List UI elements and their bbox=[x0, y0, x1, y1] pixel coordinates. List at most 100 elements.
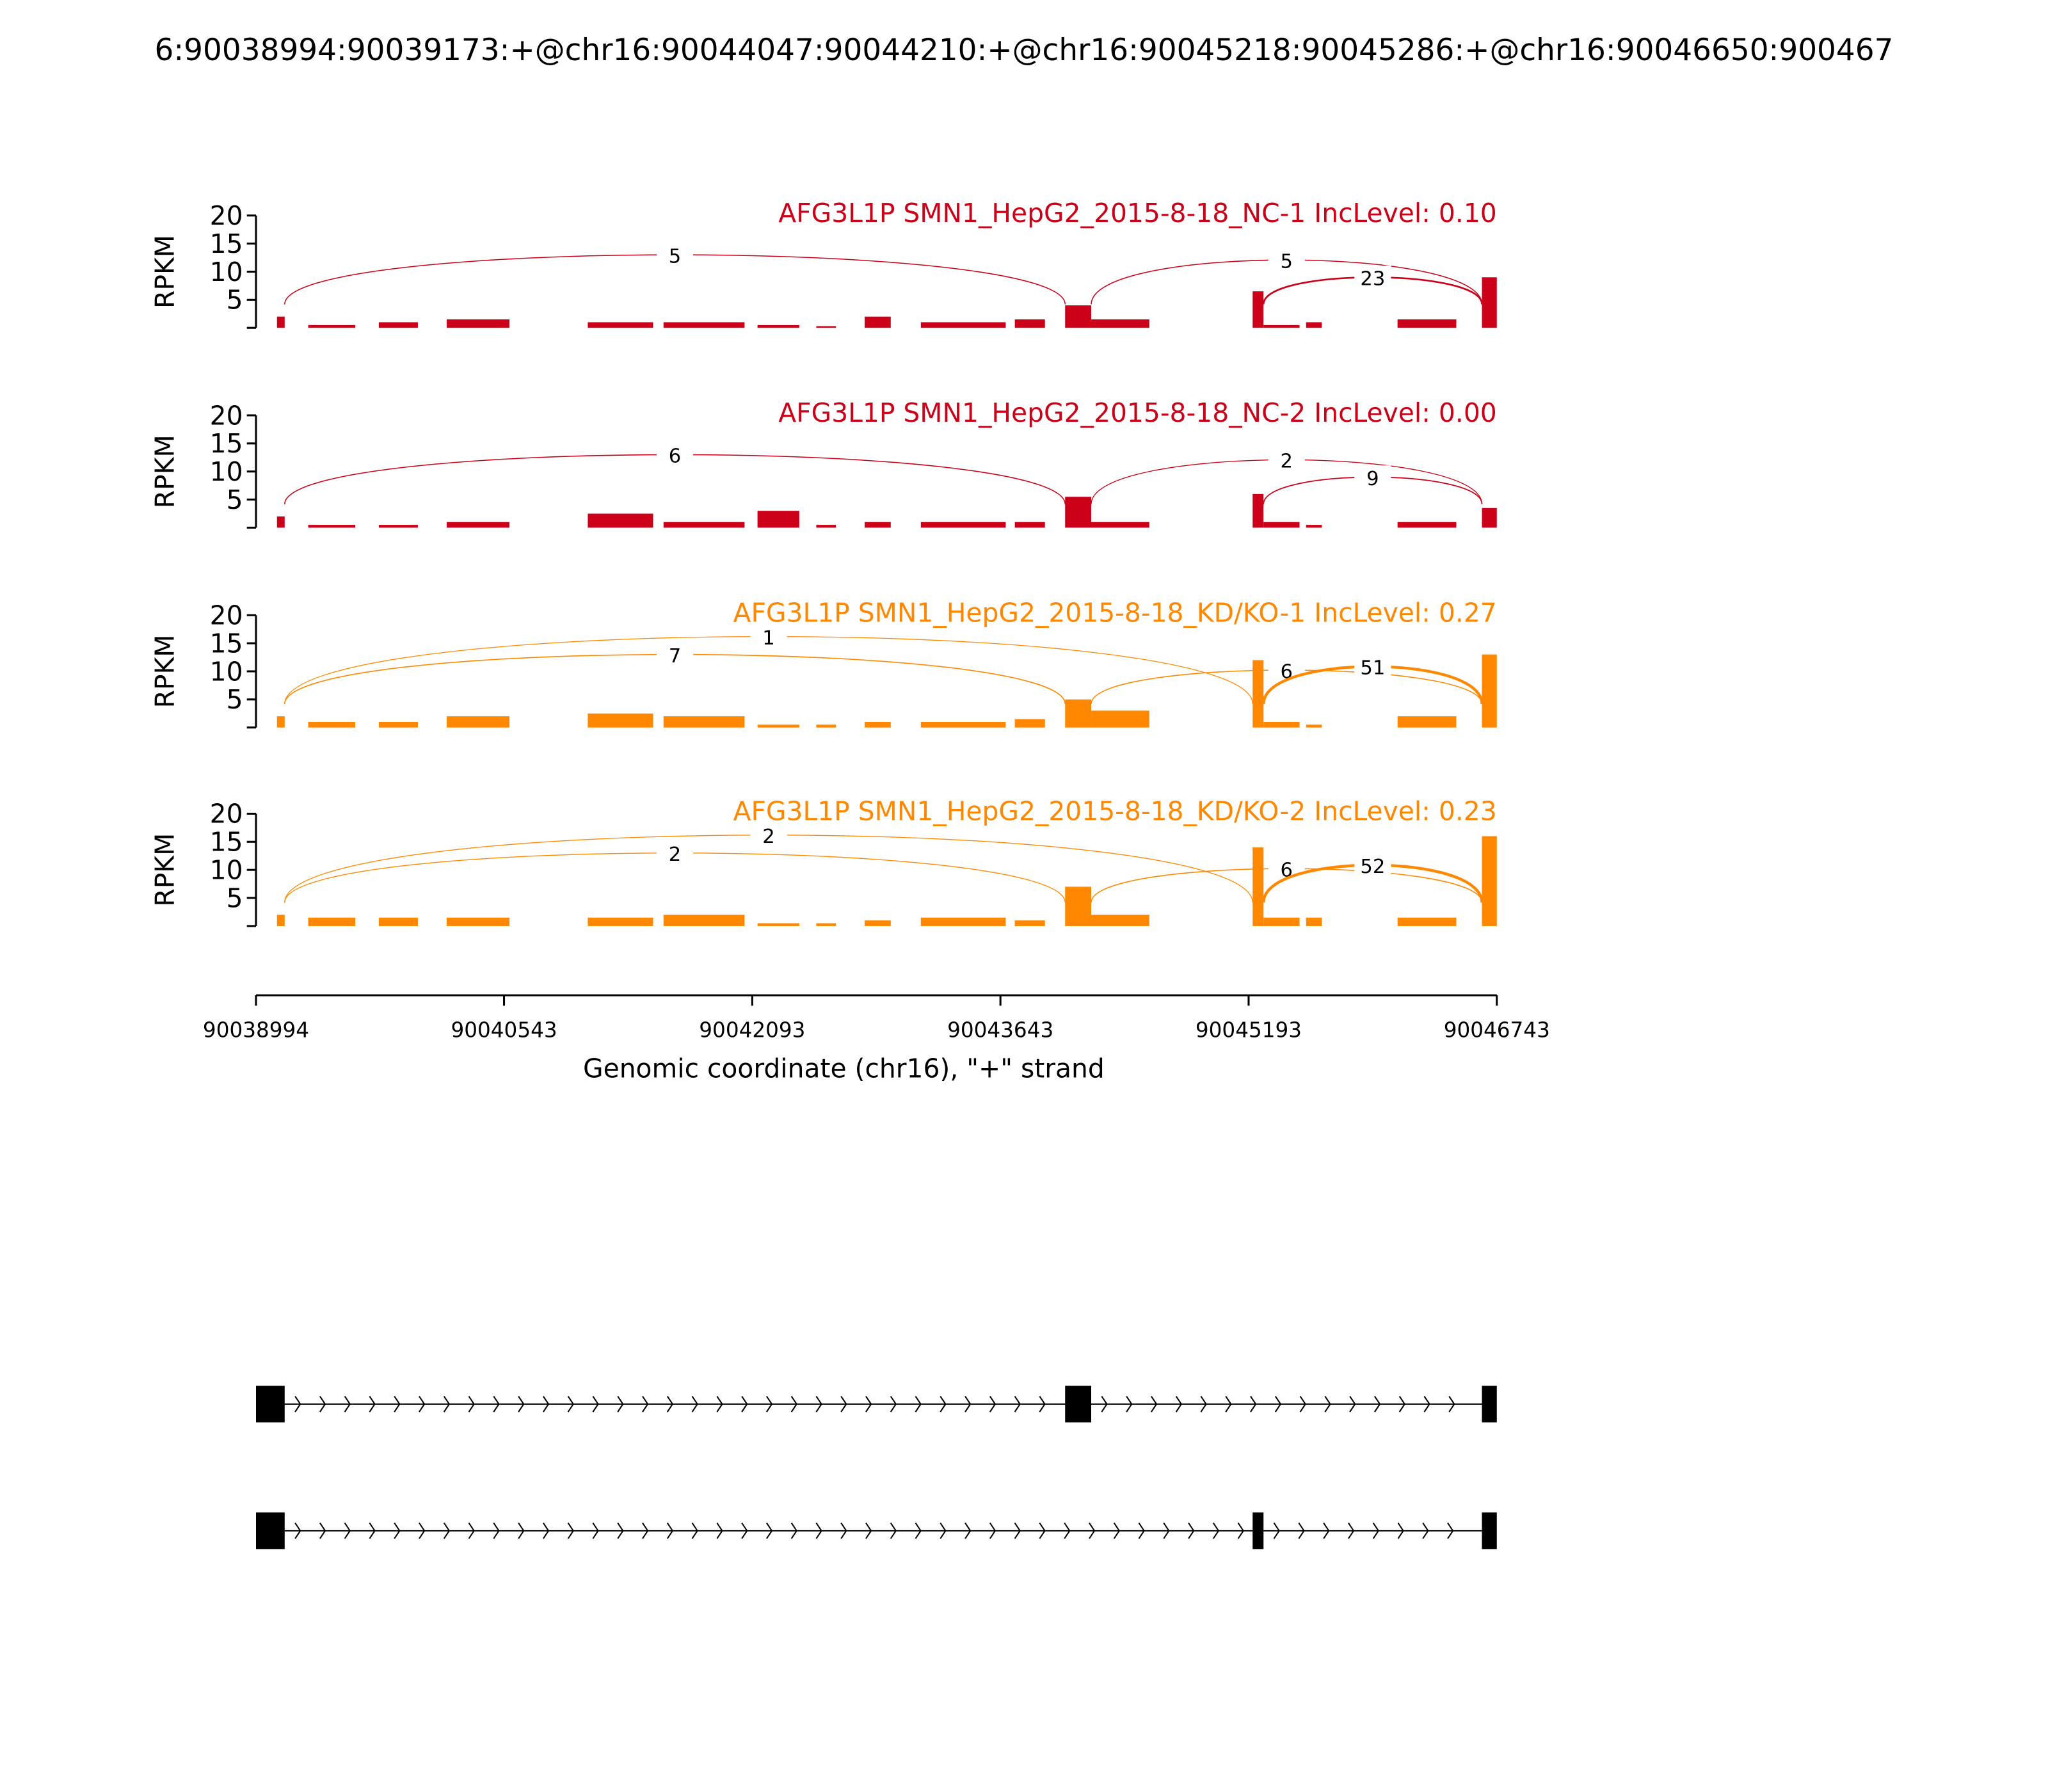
exon bbox=[1482, 1512, 1497, 1549]
strand-arrow bbox=[1225, 1396, 1232, 1412]
coverage-block bbox=[1014, 920, 1045, 926]
y-tick-label: 15 bbox=[210, 428, 243, 459]
strand-arrow bbox=[369, 1396, 376, 1412]
y-tick-label: 15 bbox=[210, 628, 243, 659]
strand-arrow bbox=[840, 1396, 847, 1412]
coverage-block bbox=[1091, 319, 1149, 328]
strand-arrow bbox=[1089, 1523, 1096, 1539]
coverage-block bbox=[757, 923, 799, 926]
strand-arrow bbox=[642, 1523, 649, 1539]
strand-arrow bbox=[394, 1396, 401, 1412]
coverage-block bbox=[864, 522, 891, 528]
strand-arrow bbox=[1014, 1396, 1021, 1412]
coverage-block bbox=[588, 513, 653, 528]
strand-arrow bbox=[964, 1523, 972, 1539]
x-tick-label: 90042093 bbox=[699, 1018, 805, 1042]
coverage-block bbox=[920, 721, 1006, 728]
coverage-block bbox=[276, 516, 285, 528]
coverage-block bbox=[378, 917, 418, 926]
x-tick-label: 90043643 bbox=[947, 1018, 1053, 1042]
junction-count: 6 bbox=[669, 445, 681, 468]
junction-label-bg bbox=[1268, 448, 1305, 472]
coverage-block bbox=[920, 917, 1006, 926]
junction-label-bg bbox=[1354, 853, 1391, 877]
strand-arrow bbox=[617, 1523, 624, 1539]
junction-count: 2 bbox=[1281, 451, 1293, 473]
exon bbox=[256, 1386, 285, 1423]
strand-arrow bbox=[1372, 1523, 1380, 1539]
strand-arrow bbox=[543, 1396, 550, 1412]
strand-arrow bbox=[989, 1396, 996, 1412]
strand-arrow bbox=[567, 1523, 575, 1539]
coverage-block bbox=[1252, 291, 1264, 328]
junction-label-bg bbox=[1268, 856, 1305, 881]
strand-arrow bbox=[1250, 1396, 1257, 1412]
junction-count: 5 bbox=[1281, 250, 1293, 273]
coverage-block bbox=[378, 525, 418, 528]
strand-arrow bbox=[1348, 1523, 1355, 1539]
strand-arrow bbox=[1212, 1523, 1220, 1539]
coverage-block bbox=[663, 716, 745, 728]
strand-arrow bbox=[1374, 1396, 1381, 1412]
coverage-block bbox=[864, 920, 891, 926]
coverage-block bbox=[1306, 724, 1322, 728]
strand-arrow bbox=[443, 1523, 451, 1539]
junction-label-bg bbox=[1354, 465, 1391, 489]
strand-arrow bbox=[518, 1523, 525, 1539]
y-tick-label: 20 bbox=[210, 400, 243, 431]
y-axis-label: RPKM bbox=[149, 435, 180, 508]
coverage-block bbox=[1306, 322, 1322, 328]
coverage-block bbox=[864, 316, 891, 328]
junction-count: 2 bbox=[762, 826, 774, 848]
coverage-block bbox=[1091, 915, 1149, 926]
strand-arrow bbox=[1101, 1396, 1108, 1412]
junction-label-bg bbox=[656, 643, 694, 667]
coverage-block bbox=[816, 923, 836, 926]
coverage-block bbox=[1397, 522, 1457, 528]
coverage-block bbox=[1065, 305, 1092, 328]
y-tick-label: 20 bbox=[210, 200, 243, 231]
strand-arrow bbox=[1397, 1523, 1404, 1539]
y-tick-label: 20 bbox=[210, 600, 243, 631]
strand-arrow bbox=[865, 1396, 872, 1412]
y-tick-label: 10 bbox=[210, 854, 243, 885]
coverage-block bbox=[757, 724, 799, 728]
strand-arrow bbox=[1175, 1396, 1183, 1412]
y-axis-label: RPKM bbox=[149, 235, 180, 308]
strand-arrow bbox=[1039, 1523, 1046, 1539]
strand-arrow bbox=[642, 1396, 649, 1412]
strand-arrow bbox=[815, 1396, 822, 1412]
y-tick-label: 10 bbox=[210, 257, 243, 287]
strand-arrow bbox=[294, 1396, 301, 1412]
strand-arrow bbox=[1299, 1396, 1306, 1412]
y-tick-label: 5 bbox=[227, 484, 243, 515]
strand-arrow bbox=[1323, 1523, 1330, 1539]
coverage-block bbox=[1014, 319, 1045, 328]
junction-label-bg bbox=[656, 243, 694, 267]
coverage-block bbox=[1091, 710, 1149, 728]
junction-label-bg bbox=[750, 625, 787, 648]
x-tick-label: 90040543 bbox=[451, 1018, 557, 1042]
strand-arrow bbox=[964, 1396, 972, 1412]
coverage-block bbox=[1014, 719, 1045, 728]
coverage-block bbox=[1482, 277, 1497, 328]
coverage-block bbox=[588, 917, 653, 926]
exon bbox=[1252, 1512, 1264, 1549]
coverage-block bbox=[1397, 716, 1457, 728]
coverage-block bbox=[757, 511, 799, 528]
coverage-block bbox=[1065, 497, 1092, 528]
junction-count: 52 bbox=[1360, 856, 1385, 878]
coverage-block bbox=[816, 724, 836, 728]
coverage-block bbox=[308, 324, 356, 328]
junction-count: 51 bbox=[1360, 657, 1385, 680]
coverage-block bbox=[588, 322, 653, 328]
coverage-block bbox=[276, 316, 285, 328]
coverage-block bbox=[276, 915, 285, 926]
coverage-block bbox=[446, 917, 510, 926]
junction-label-bg bbox=[656, 841, 694, 865]
strand-arrow bbox=[1423, 1396, 1430, 1412]
strand-arrow bbox=[1188, 1523, 1195, 1539]
coverage-block bbox=[1263, 522, 1300, 528]
strand-arrow bbox=[1398, 1396, 1406, 1412]
